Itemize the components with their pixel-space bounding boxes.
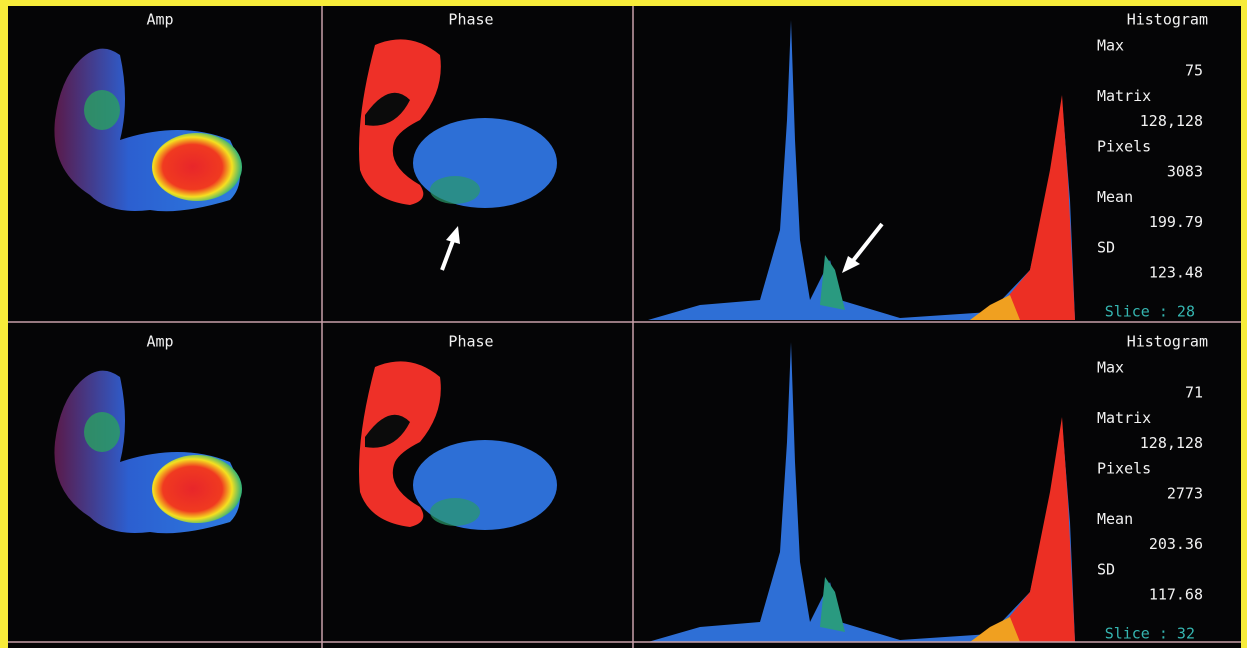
stat-label: Max [1097, 37, 1124, 55]
stat-label: SD [1097, 561, 1115, 579]
stat-value: 117.68 [1149, 586, 1203, 604]
histogram-title: Histogram [1127, 333, 1208, 351]
stat-value: 2773 [1167, 485, 1203, 503]
histogram-title: Histogram [1127, 11, 1208, 29]
stat-label: Max [1097, 359, 1124, 377]
stat-label: Matrix [1097, 87, 1151, 105]
stat-label: Matrix [1097, 409, 1151, 427]
stat-label: Pixels [1097, 460, 1151, 478]
stat-value: 203.36 [1149, 535, 1203, 553]
stat-value: 3083 [1167, 163, 1203, 181]
stat-value: 75 [1185, 62, 1203, 80]
stat-label: SD [1097, 239, 1115, 257]
amp-label: Amp [146, 11, 173, 29]
stat-value: 128,128 [1140, 434, 1203, 452]
slice-label: Slice : 28 [1105, 303, 1195, 321]
stat-value: 128,128 [1140, 112, 1203, 130]
stat-label: Mean [1097, 510, 1133, 528]
amp-label: Amp [146, 333, 173, 351]
stat-value: 199.79 [1149, 213, 1203, 231]
stat-value: 123.48 [1149, 264, 1203, 282]
phase-label: Phase [448, 333, 493, 351]
stat-value: 71 [1185, 384, 1203, 402]
stat-label: Pixels [1097, 138, 1151, 156]
screen: AmpPhaseHistogramMax75Matrix128,128Pixel… [0, 0, 1247, 648]
slice-label: Slice : 32 [1105, 625, 1195, 643]
stat-label: Mean [1097, 188, 1133, 206]
phase-label: Phase [448, 11, 493, 29]
